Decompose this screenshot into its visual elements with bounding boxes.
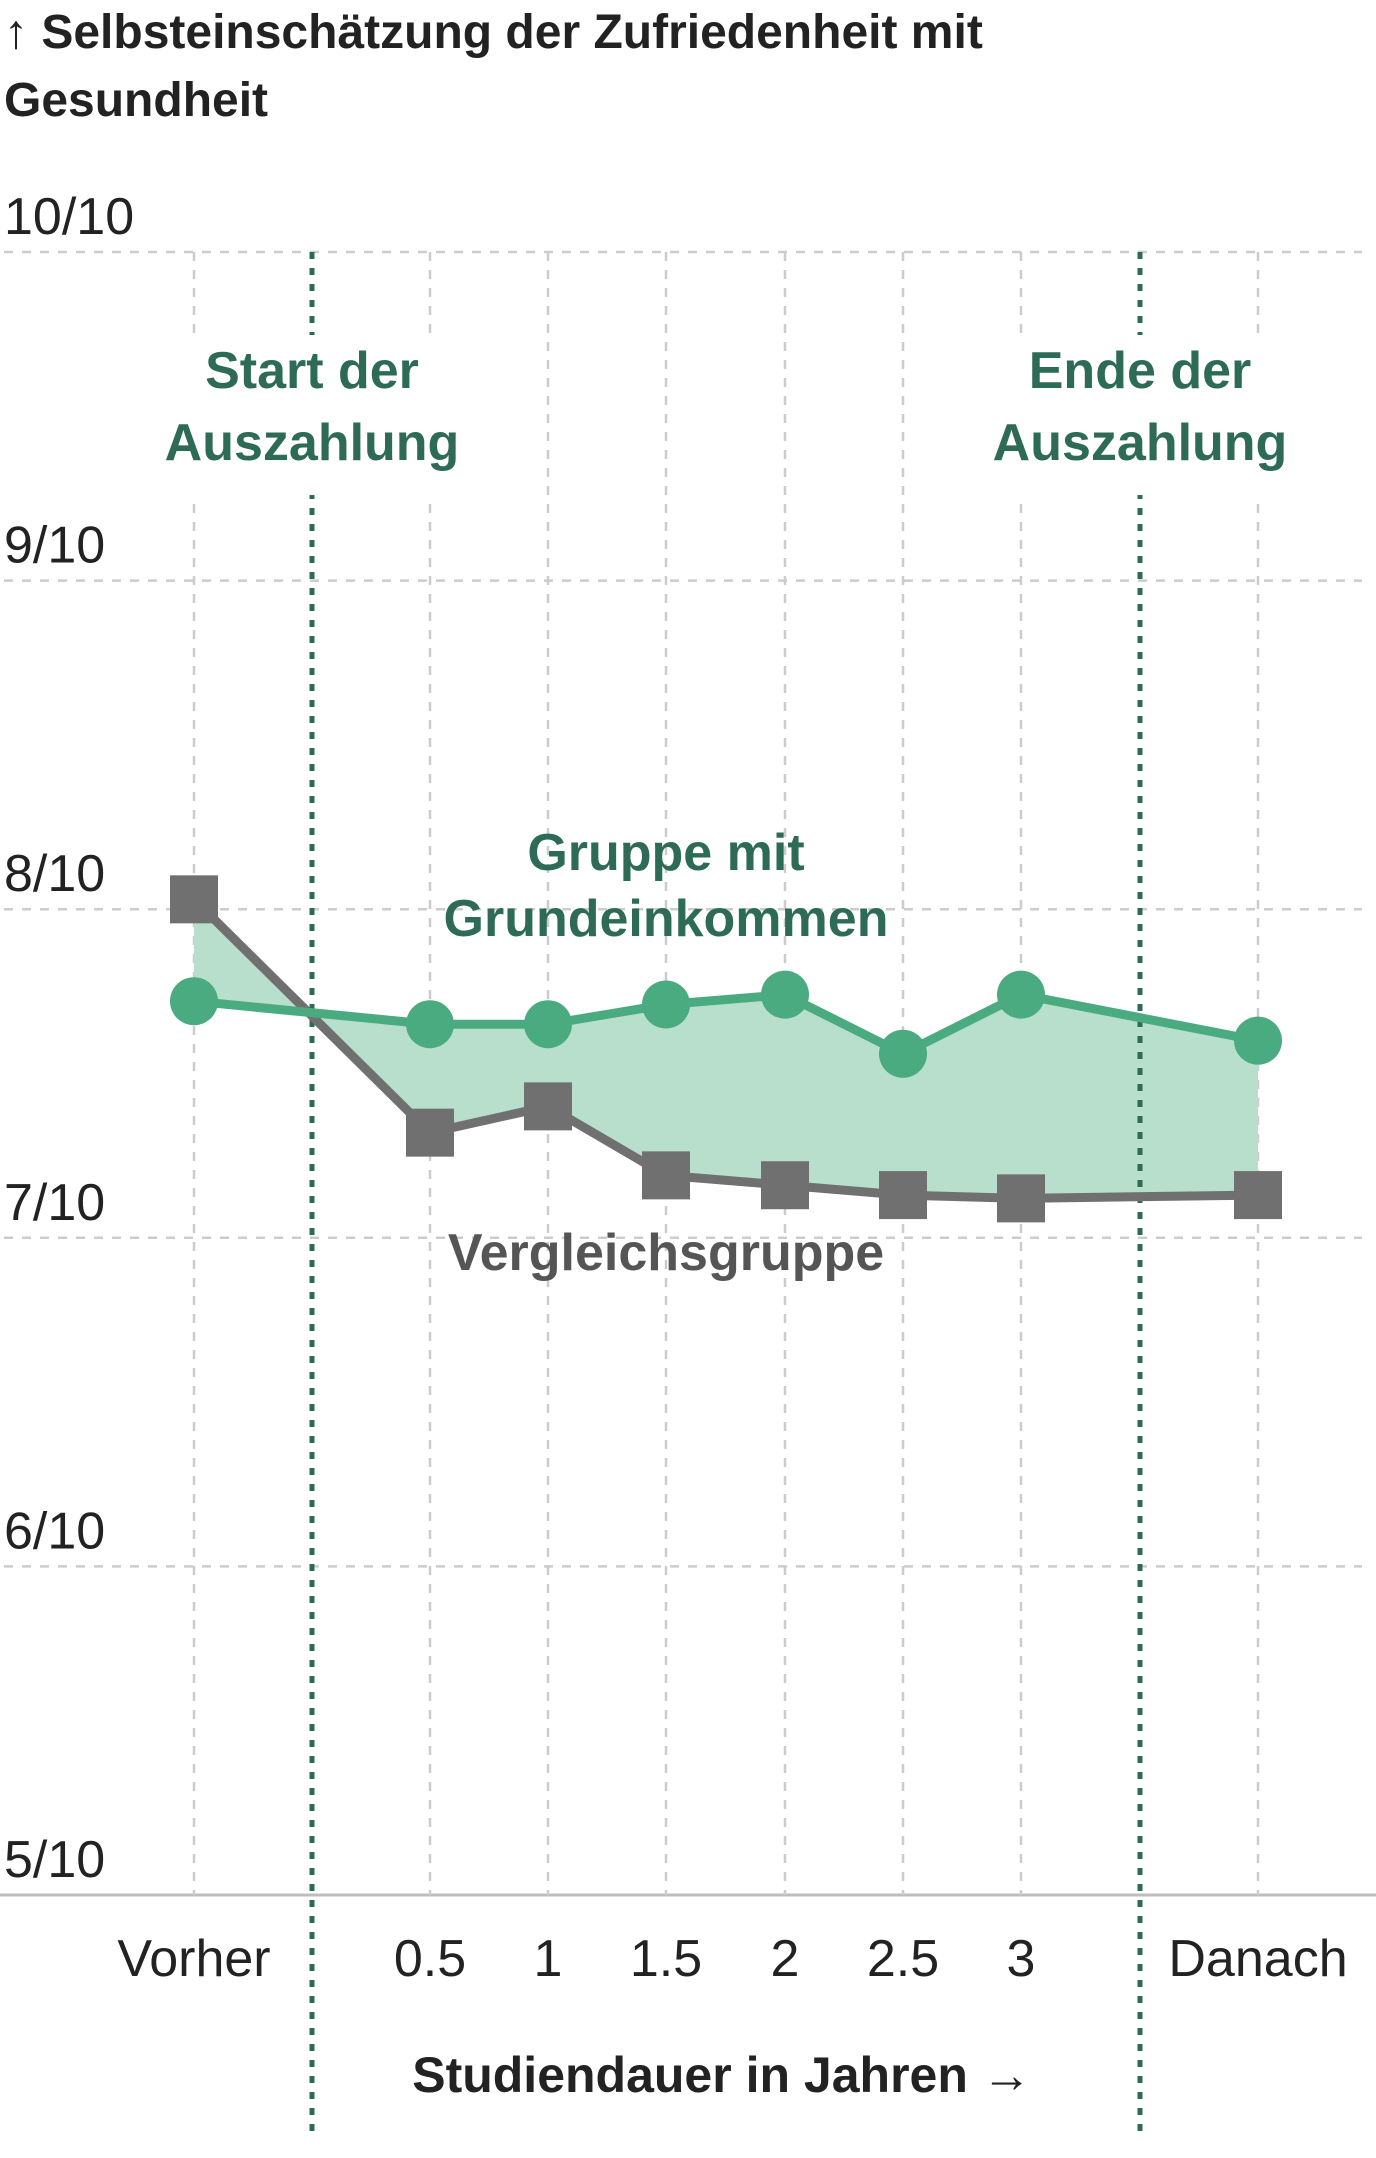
data-point [1234,1171,1282,1220]
annotation-label-background [980,335,1300,495]
x-tick-label: Danach [1168,1930,1347,1988]
annotation-label: Ende der [1029,342,1252,400]
data-point [524,1000,572,1049]
x-tick-label: Vorher [117,1930,270,1988]
x-tick-label: 1 [534,1930,563,1988]
data-point [170,875,218,924]
annotation-label: Start der [205,342,419,400]
x-axis-title: Studiendauer in Jahren → [412,2047,1032,2103]
series-label: Vergleichsgruppe [448,1224,884,1282]
data-point [761,1161,809,1210]
x-tick-label: 0.5 [394,1930,466,1988]
y-axis-title: ↑ Selbsteinschätzung der Zufriedenheit m… [4,6,983,59]
data-point [406,1000,454,1049]
data-point [997,1174,1045,1223]
y-tick-label: 8/10 [4,845,105,903]
data-point [879,1029,927,1078]
x-tick-label: 2 [771,1930,800,1988]
x-tick-label: 1.5 [630,1930,702,1988]
annotation-label: Auszahlung [993,414,1288,472]
data-point [642,1151,690,1200]
y-tick-label: 10/10 [4,188,134,246]
data-point [761,970,809,1019]
data-point [406,1108,454,1157]
y-tick-label: 9/10 [4,517,105,575]
y-tick-label: 5/10 [4,1831,105,1889]
annotation-label: Auszahlung [165,414,460,472]
series-label: Gruppe mit [527,824,804,882]
data-point [524,1082,572,1131]
data-point [642,980,690,1029]
series-label: Grundeinkommen [444,890,889,948]
x-tick-label: 3 [1007,1930,1036,1988]
data-point [1234,1016,1282,1065]
gridlines [0,250,1376,1897]
series-layer [170,875,1282,1223]
x-tick-label: 2.5 [867,1930,939,1988]
y-tick-label: 6/10 [4,1502,105,1560]
annotation-label-background [152,335,472,495]
data-point [879,1171,927,1220]
data-point [170,977,218,1026]
y-tick-label: 7/10 [4,1174,105,1232]
y-axis-title: Gesundheit [4,74,268,127]
data-point [997,970,1045,1019]
